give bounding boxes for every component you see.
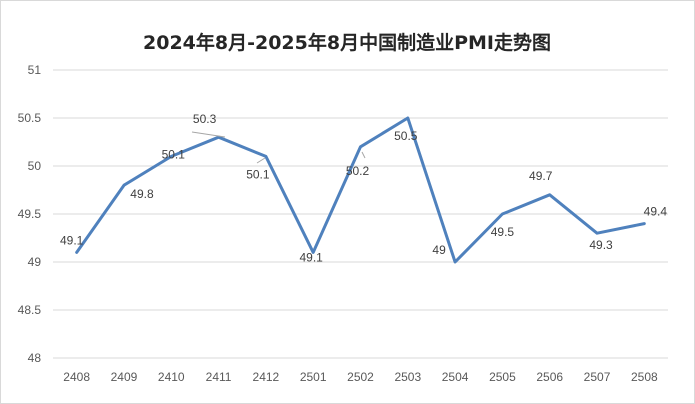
leader-line (361, 151, 366, 159)
data-label: 49.1 (300, 250, 324, 264)
data-labels: 49.1 49.8 50.1 50.3 50.1 49.1 50.2 50.5 49 49.5 49… (60, 112, 667, 264)
chart-title: 2024年8月-2025年8月中国制造业PMI走势图 (143, 31, 551, 54)
data-label: 50.3 (193, 112, 217, 126)
data-label: 49 (432, 243, 446, 257)
data-label: 49.1 (60, 233, 84, 247)
pmi-series-line (75, 116, 646, 264)
data-label: 50.1 (162, 147, 186, 161)
x-tick-label: 2506 (536, 370, 563, 384)
y-tick-label: 49 (28, 255, 42, 269)
data-label: 49.5 (491, 225, 515, 239)
data-label: 50.2 (346, 164, 370, 178)
y-tick-label: 49.5 (18, 207, 42, 221)
x-tick-label: 2502 (347, 370, 374, 384)
data-label: 49.4 (644, 205, 668, 219)
leader-line (191, 131, 226, 138)
x-tick-label: 2409 (111, 370, 138, 384)
y-tick-label: 48 (28, 351, 42, 365)
data-label: 49.3 (589, 238, 613, 252)
data-label: 49.8 (130, 187, 154, 201)
x-axis-ticks: 2408 2409 2410 2411 2412 2501 2502 2503 2504 2505… (63, 370, 658, 384)
x-tick-label: 2408 (63, 370, 90, 384)
data-label: 50.5 (394, 129, 418, 143)
data-label: 49.7 (529, 169, 553, 183)
x-tick-label: 2505 (489, 370, 516, 384)
y-tick-label: 50 (28, 159, 42, 173)
x-tick-label: 2410 (158, 370, 185, 384)
x-tick-label: 2507 (584, 370, 611, 384)
x-tick-label: 2412 (253, 370, 280, 384)
x-tick-label: 2503 (394, 370, 421, 384)
x-tick-label: 2411 (206, 370, 232, 384)
y-axis-ticks: 48 48.5 49 49.5 50 50.5 51 (18, 63, 42, 365)
y-tick-label: 50.5 (18, 111, 42, 125)
leader-line (256, 157, 266, 164)
series-line (75, 116, 646, 264)
x-tick-label: 2508 (631, 370, 658, 384)
data-label: 50.1 (246, 167, 270, 181)
x-tick-label: 2501 (300, 370, 327, 384)
y-tick-label: 51 (28, 63, 42, 77)
gridlines (53, 69, 668, 359)
y-tick-label: 48.5 (18, 303, 42, 317)
x-tick-label: 2504 (442, 370, 469, 384)
label-leader-lines (191, 131, 366, 164)
